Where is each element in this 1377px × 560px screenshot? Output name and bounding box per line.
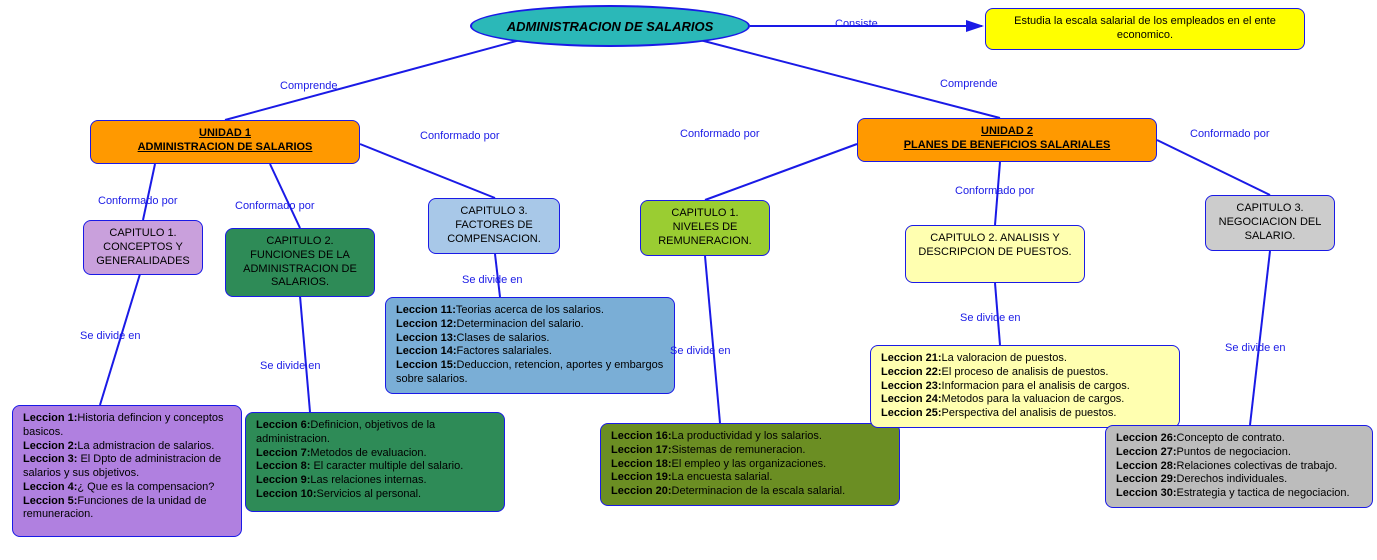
lesson-line: Leccion 11:Teorias acerca de los salario… bbox=[396, 304, 664, 318]
definition-text: Estudia la escala salarial de los emplea… bbox=[1014, 15, 1276, 41]
lesson-line: Leccion 20:Determinacion de la escala sa… bbox=[611, 485, 889, 499]
capitulo1-label: CAPITULO 1. CONCEPTOS Y GENERALIDADES bbox=[96, 227, 190, 267]
edge-label-conformado5: Conformado por bbox=[955, 185, 1035, 197]
lesson-line: Leccion 9:Las relaciones internas. bbox=[256, 474, 494, 488]
edge-label-comprende1: Comprende bbox=[280, 80, 337, 92]
capitulo3-node: CAPITULO 3. FACTORES DE COMPENSACION. bbox=[428, 198, 560, 254]
lesson-line: Leccion 15:Deduccion, retencion, aportes… bbox=[396, 359, 664, 387]
unidad1-title1: UNIDAD 1 bbox=[199, 127, 251, 139]
lesson-line: Leccion 6:Definicion, objetivos de la ad… bbox=[256, 419, 494, 447]
edge-label-divide5: Se divide en bbox=[960, 312, 1021, 324]
edge-label-conformado3: Conformado por bbox=[420, 130, 500, 142]
lessons2-node: Leccion 6:Definicion, objetivos de la ad… bbox=[245, 412, 505, 512]
unidad1-title2: ADMINISTRACION DE SALARIOS bbox=[138, 141, 313, 153]
edge-label-consiste: Consiste bbox=[835, 18, 878, 30]
lesson-line: Leccion 5:Funciones de la unidad de remu… bbox=[23, 495, 231, 523]
lesson-line: Leccion 8: El caracter multiple del sala… bbox=[256, 460, 494, 474]
lesson-line: Leccion 26:Concepto de contrato. bbox=[1116, 432, 1362, 446]
lesson-line: Leccion 29:Derechos individuales. bbox=[1116, 473, 1362, 487]
lesson-line: Leccion 23:Informacion para el analisis … bbox=[881, 380, 1169, 394]
lesson-line: Leccion 17:Sistemas de remuneracion. bbox=[611, 444, 889, 458]
lesson-line: Leccion 30:Estrategia y tactica de negoc… bbox=[1116, 487, 1362, 501]
lesson-line: Leccion 16:La productividad y los salari… bbox=[611, 430, 889, 444]
lesson-line: Leccion 19:La encuesta salarial. bbox=[611, 471, 889, 485]
lessons6-node: Leccion 26:Concepto de contrato.Leccion … bbox=[1105, 425, 1373, 508]
lesson-line: Leccion 18:El empleo y las organizacione… bbox=[611, 458, 889, 472]
edge-label-divide4: Se divide en bbox=[670, 345, 731, 357]
lesson-line: Leccion 3: El Dpto de administracion de … bbox=[23, 453, 231, 481]
capitulo2-label: CAPITULO 2. FUNCIONES DE LA ADMINISTRACI… bbox=[243, 235, 357, 288]
capitulo6-label: CAPITULO 3. NEGOCIACION DEL SALARIO. bbox=[1219, 202, 1322, 242]
unidad2-title2: PLANES DE BENEFICIOS SALARIALES bbox=[904, 139, 1111, 151]
capitulo5-node: CAPITULO 2. ANALISIS Y DESCRIPCION DE PU… bbox=[905, 225, 1085, 283]
lesson-line: Leccion 1:Historia defincion y conceptos… bbox=[23, 412, 231, 440]
root-label: ADMINISTRACION DE SALARIOS bbox=[507, 19, 714, 34]
edge-label-conformado6: Conformado por bbox=[1190, 128, 1270, 140]
capitulo6-node: CAPITULO 3. NEGOCIACION DEL SALARIO. bbox=[1205, 195, 1335, 251]
edge-label-divide6: Se divide en bbox=[1225, 342, 1286, 354]
unidad1-node: UNIDAD 1 ADMINISTRACION DE SALARIOS bbox=[90, 120, 360, 164]
edge-label-divide1: Se divide en bbox=[80, 330, 141, 342]
edge-label-comprende2: Comprende bbox=[940, 78, 997, 90]
edge-label-divide3: Se divide en bbox=[462, 274, 523, 286]
capitulo5-label: CAPITULO 2. ANALISIS Y DESCRIPCION DE PU… bbox=[918, 232, 1071, 258]
capitulo1-node: CAPITULO 1. CONCEPTOS Y GENERALIDADES bbox=[83, 220, 203, 275]
lesson-line: Leccion 22:El proceso de analisis de pue… bbox=[881, 366, 1169, 380]
lesson-line: Leccion 28:Relaciones colectivas de trab… bbox=[1116, 460, 1362, 474]
capitulo3-label: CAPITULO 3. FACTORES DE COMPENSACION. bbox=[447, 205, 541, 245]
lessons1-node: Leccion 1:Historia defincion y conceptos… bbox=[12, 405, 242, 537]
capitulo4-node: CAPITULO 1. NIVELES DE REMUNERACION. bbox=[640, 200, 770, 256]
lesson-line: Leccion 14:Factores salariales. bbox=[396, 345, 664, 359]
edge-label-conformado1: Conformado por bbox=[98, 195, 178, 207]
lesson-line: Leccion 12:Determinacion del salario. bbox=[396, 318, 664, 332]
lesson-line: Leccion 21:La valoracion de puestos. bbox=[881, 352, 1169, 366]
lesson-line: Leccion 4:¿ Que es la compensacion? bbox=[23, 481, 231, 495]
unidad2-node: UNIDAD 2 PLANES DE BENEFICIOS SALARIALES bbox=[857, 118, 1157, 162]
lesson-line: Leccion 25:Perspectiva del analisis de p… bbox=[881, 407, 1169, 421]
lesson-line: Leccion 24:Metodos para la valuacion de … bbox=[881, 393, 1169, 407]
lesson-line: Leccion 2:La admistracion de salarios. bbox=[23, 440, 231, 454]
lessons5-node: Leccion 21:La valoracion de puestos.Lecc… bbox=[870, 345, 1180, 428]
lesson-line: Leccion 7:Metodos de evaluacion. bbox=[256, 447, 494, 461]
capitulo4-label: CAPITULO 1. NIVELES DE REMUNERACION. bbox=[658, 207, 752, 247]
unidad2-title1: UNIDAD 2 bbox=[981, 125, 1033, 137]
root-node: ADMINISTRACION DE SALARIOS bbox=[470, 5, 750, 47]
lessons3-node: Leccion 11:Teorias acerca de los salario… bbox=[385, 297, 675, 394]
capitulo2-node: CAPITULO 2. FUNCIONES DE LA ADMINISTRACI… bbox=[225, 228, 375, 297]
lesson-line: Leccion 13:Clases de salarios. bbox=[396, 332, 664, 346]
lesson-line: Leccion 10:Servicios al personal. bbox=[256, 488, 494, 502]
definition-node: Estudia la escala salarial de los emplea… bbox=[985, 8, 1305, 50]
lesson-line: Leccion 27:Puntos de negociacion. bbox=[1116, 446, 1362, 460]
edge-label-divide2: Se divide en bbox=[260, 360, 321, 372]
edge-label-conformado2: Conformado por bbox=[235, 200, 315, 212]
edge-label-conformado4: Conformado por bbox=[680, 128, 760, 140]
lessons4-node: Leccion 16:La productividad y los salari… bbox=[600, 423, 900, 506]
